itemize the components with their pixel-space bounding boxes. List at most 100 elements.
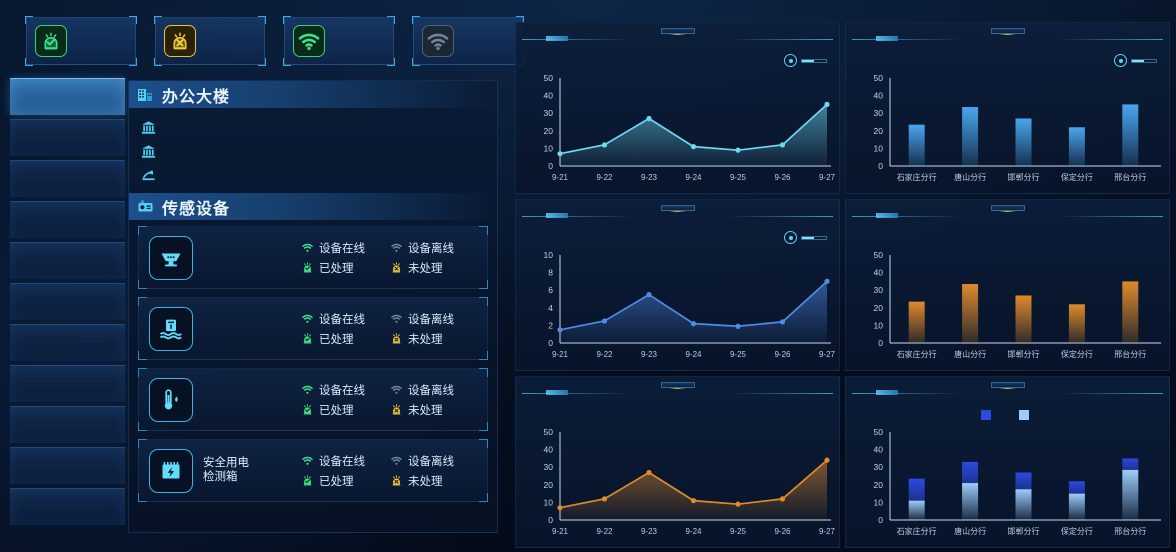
svg-text:40: 40 bbox=[544, 91, 554, 101]
refresh-icon[interactable] bbox=[784, 54, 797, 67]
svg-text:10: 10 bbox=[544, 143, 554, 153]
stat-card-alarm-alert[interactable] bbox=[154, 16, 266, 66]
title-accent bbox=[876, 36, 898, 41]
stat-card-alarm-check[interactable] bbox=[25, 16, 137, 66]
svg-text:0: 0 bbox=[548, 338, 553, 348]
chart-plot-area: 0 10 20 30 40 50 石家庄分行 唐山分行 邯郸分行 保定分行 邢台分行 bbox=[846, 52, 1169, 192]
toggle-option-active[interactable] bbox=[1132, 59, 1144, 62]
svg-text:9-21: 9-21 bbox=[552, 350, 569, 359]
sensor-card-list: 设备在线 设备离线 已处理 未处理 设备在线 设备离线 已处理 未处理 设备在线 设备离线 已处理未… bbox=[129, 220, 497, 502]
legend-item[interactable] bbox=[1018, 410, 1035, 420]
sensor-handled-label: 已处理 bbox=[319, 333, 354, 346]
wifi-offline-icon bbox=[390, 242, 403, 253]
alarm-check-icon bbox=[35, 25, 67, 57]
toggle-option-active[interactable] bbox=[802, 59, 814, 62]
svg-text:9-26: 9-26 bbox=[774, 173, 791, 182]
sidebar-item-4[interactable] bbox=[10, 242, 125, 279]
sidebar-item-9[interactable] bbox=[10, 447, 125, 484]
svg-text:9-22: 9-22 bbox=[596, 527, 613, 536]
branch-toggle[interactable] bbox=[784, 231, 827, 244]
sensor-online-label: 设备在线 bbox=[319, 455, 365, 468]
wifi-online-icon bbox=[301, 384, 314, 395]
chart-title-bar bbox=[846, 28, 1169, 52]
svg-text:20: 20 bbox=[874, 126, 884, 136]
svg-text:邯郸分行: 邯郸分行 bbox=[1008, 172, 1040, 182]
svg-text:50: 50 bbox=[544, 427, 554, 437]
branch-toggle[interactable] bbox=[1114, 54, 1157, 67]
building-section-header: 办公大楼 bbox=[129, 81, 497, 108]
building-section-title: 办公大楼 bbox=[162, 88, 231, 106]
water-leak-icon bbox=[149, 306, 193, 351]
sensor-unhandled: 未处理 bbox=[390, 331, 479, 347]
svg-text:唐山分行: 唐山分行 bbox=[954, 349, 986, 359]
chart-title bbox=[660, 205, 695, 212]
alarm-alert-icon bbox=[390, 403, 403, 416]
chart-title-bar bbox=[846, 382, 1169, 406]
refresh-icon[interactable] bbox=[784, 231, 797, 244]
svg-text:邢台分行: 邢台分行 bbox=[1114, 526, 1146, 536]
sidebar-item-3[interactable] bbox=[10, 201, 125, 238]
sensor-card[interactable]: 设备在线 设备离线 已处理 未处理 bbox=[138, 297, 488, 360]
center-info-panel: 办公大楼 传感设备 设备在线 设备离线 已处理 未处理 设备在线 设备离线 已处理 未处理 设备… bbox=[128, 80, 498, 533]
sidebar-item-10[interactable] bbox=[10, 488, 125, 525]
sidebar-item-2[interactable] bbox=[10, 160, 125, 197]
sensor-handled-label: 已处理 bbox=[319, 262, 354, 275]
wifi-online-icon bbox=[301, 455, 314, 466]
svg-text:保定分行: 保定分行 bbox=[1061, 526, 1093, 536]
chart-panel-voltage-abnormal: 0 10 20 30 40 50 石家庄分行 唐山分行 邯郸分行 保定分行 邢台分行 bbox=[845, 376, 1170, 548]
title-accent bbox=[546, 213, 568, 218]
stat-card-wifi-online[interactable] bbox=[283, 16, 395, 66]
sensor-online: 设备在线 bbox=[301, 453, 390, 469]
sensor-card[interactable]: 安全用电 检测箱 设备在线 设备离线 已处理 未处理 bbox=[138, 439, 488, 502]
svg-text:唐山分行: 唐山分行 bbox=[954, 172, 986, 182]
wifi-online-icon bbox=[301, 242, 314, 253]
building-row bbox=[141, 139, 497, 163]
sensor-unhandled: 未处理 bbox=[390, 402, 479, 418]
stat-card-wifi-offline[interactable] bbox=[412, 16, 524, 66]
alarm-alert-icon bbox=[390, 332, 403, 345]
svg-text:石家庄分行: 石家庄分行 bbox=[897, 349, 937, 359]
sidebar-item-5[interactable] bbox=[10, 283, 125, 320]
toggle-option-active[interactable] bbox=[802, 236, 814, 239]
wifi-online-icon bbox=[293, 25, 325, 57]
svg-text:9-24: 9-24 bbox=[685, 173, 702, 182]
sidebar-item-6[interactable] bbox=[10, 324, 125, 361]
toggle-option-inactive[interactable] bbox=[1144, 60, 1156, 62]
toggle-option-inactive[interactable] bbox=[814, 60, 826, 62]
sensor-online: 设备在线 bbox=[301, 311, 390, 327]
sidebar-item-8[interactable] bbox=[10, 406, 125, 443]
alarm-check-icon bbox=[301, 261, 314, 274]
refresh-icon[interactable] bbox=[1114, 54, 1127, 67]
sensor-online: 设备在线 bbox=[301, 382, 390, 398]
toggle-option-inactive[interactable] bbox=[814, 237, 826, 239]
svg-text:30: 30 bbox=[544, 462, 554, 472]
region-sidebar bbox=[10, 78, 125, 529]
sidebar-item-7[interactable] bbox=[10, 365, 125, 402]
building-row bbox=[141, 115, 497, 139]
chart-title bbox=[660, 28, 695, 35]
svg-text:邯郸分行: 邯郸分行 bbox=[1008, 526, 1040, 536]
sidebar-item-1[interactable] bbox=[10, 119, 125, 156]
chart-title-bar bbox=[846, 205, 1169, 229]
branch-toggle[interactable] bbox=[784, 54, 827, 67]
sidebar-item-0[interactable] bbox=[10, 78, 125, 115]
chart-plot-area: 0 10 20 30 40 50 石家庄分行 唐山分行 邯郸分行 保定分行 邢台分行 bbox=[846, 229, 1169, 369]
title-accent bbox=[546, 390, 568, 395]
svg-text:石家庄分行: 石家庄分行 bbox=[897, 526, 937, 536]
svg-text:9-27: 9-27 bbox=[819, 527, 836, 536]
title-rule-left bbox=[522, 393, 627, 394]
sensor-handled: 已处理 bbox=[301, 260, 390, 276]
chart-title bbox=[990, 205, 1025, 212]
svg-text:10: 10 bbox=[544, 497, 554, 507]
svg-text:邯郸分行: 邯郸分行 bbox=[1008, 349, 1040, 359]
chart-legend bbox=[980, 410, 1035, 420]
sensor-card[interactable]: 设备在线 设备离线 已处理 未处理 bbox=[138, 368, 488, 431]
svg-text:9-25: 9-25 bbox=[730, 350, 747, 359]
svg-text:唐山分行: 唐山分行 bbox=[954, 526, 986, 536]
sensor-handled: 已处理 bbox=[301, 473, 390, 489]
legend-item[interactable] bbox=[980, 410, 997, 420]
sensor-card[interactable]: 设备在线 设备离线 已处理 未处理 bbox=[138, 226, 488, 289]
sensor-unhandled: 未处理 bbox=[390, 473, 479, 489]
svg-text:6: 6 bbox=[548, 285, 553, 295]
